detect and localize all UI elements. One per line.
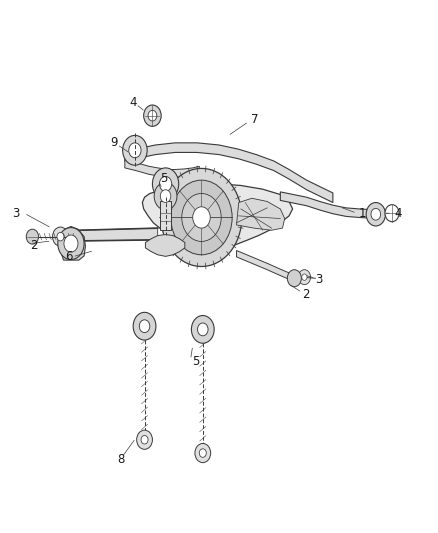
- Text: 5: 5: [192, 355, 199, 368]
- Circle shape: [193, 207, 210, 228]
- Circle shape: [137, 430, 152, 449]
- Circle shape: [287, 270, 301, 287]
- Polygon shape: [125, 143, 333, 203]
- Circle shape: [129, 143, 141, 158]
- Circle shape: [26, 229, 39, 244]
- Polygon shape: [237, 251, 294, 281]
- Text: 5: 5: [160, 172, 167, 185]
- Text: 3: 3: [12, 207, 20, 220]
- Circle shape: [199, 449, 206, 457]
- Circle shape: [195, 443, 211, 463]
- Text: 3: 3: [315, 273, 323, 286]
- Circle shape: [154, 182, 177, 210]
- Text: 7: 7: [251, 114, 258, 126]
- Circle shape: [123, 135, 147, 165]
- Circle shape: [148, 110, 157, 121]
- Circle shape: [57, 232, 64, 241]
- Circle shape: [152, 168, 179, 200]
- Text: 6: 6: [65, 251, 72, 263]
- Circle shape: [161, 168, 242, 266]
- Circle shape: [64, 235, 78, 252]
- Text: 4: 4: [394, 207, 402, 220]
- Circle shape: [171, 180, 232, 255]
- Polygon shape: [280, 192, 376, 218]
- Circle shape: [139, 320, 150, 333]
- Text: 1: 1: [359, 207, 367, 220]
- Text: 2: 2: [302, 288, 310, 301]
- Polygon shape: [145, 235, 185, 256]
- Circle shape: [198, 323, 208, 336]
- Text: 2: 2: [30, 239, 37, 252]
- Polygon shape: [142, 184, 293, 249]
- Polygon shape: [79, 228, 158, 241]
- Polygon shape: [237, 198, 285, 230]
- Circle shape: [141, 435, 148, 444]
- Circle shape: [298, 270, 311, 285]
- Polygon shape: [125, 160, 199, 177]
- Circle shape: [58, 228, 84, 260]
- Circle shape: [371, 208, 381, 220]
- FancyBboxPatch shape: [160, 201, 171, 230]
- Polygon shape: [60, 227, 85, 260]
- Circle shape: [385, 205, 399, 222]
- Circle shape: [191, 316, 214, 343]
- Circle shape: [366, 203, 385, 226]
- Circle shape: [302, 274, 307, 280]
- Circle shape: [144, 105, 161, 126]
- Text: 9: 9: [110, 136, 118, 149]
- Circle shape: [182, 193, 221, 241]
- Circle shape: [159, 176, 172, 191]
- Text: 4: 4: [129, 96, 137, 109]
- Circle shape: [53, 227, 68, 246]
- Text: 8: 8: [117, 453, 125, 466]
- Circle shape: [133, 312, 156, 340]
- Circle shape: [160, 190, 171, 203]
